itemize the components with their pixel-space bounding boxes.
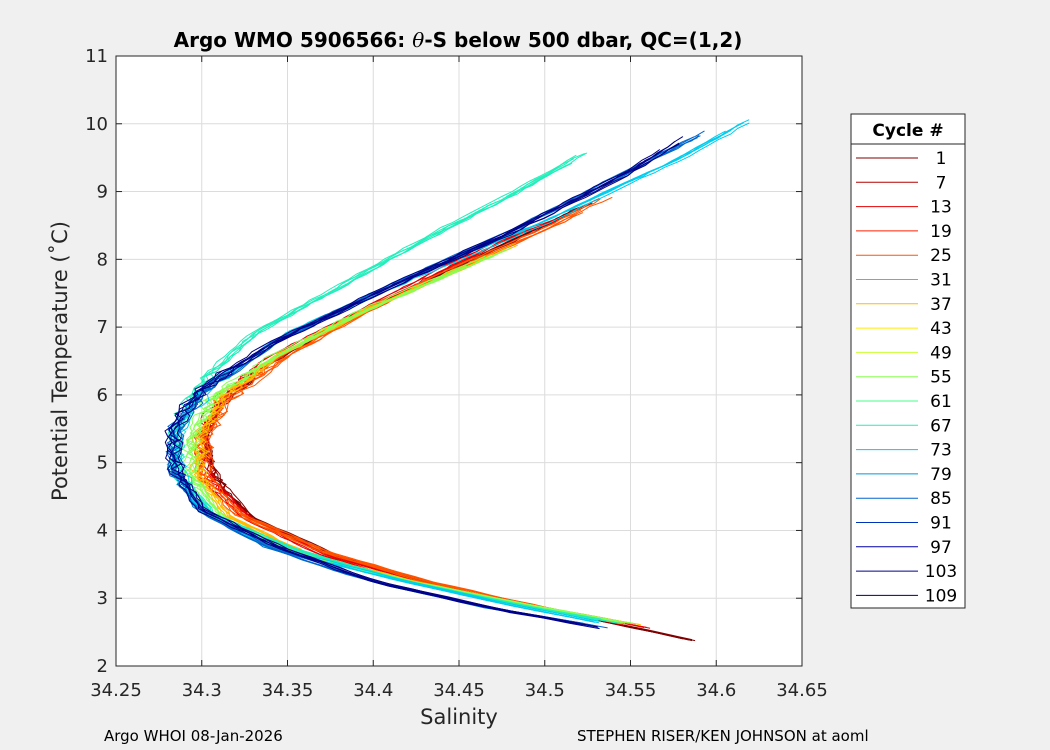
profile-line: [196, 218, 622, 625]
profile-line: [172, 143, 680, 624]
legend-label: 31: [930, 271, 952, 291]
y-tick-label: 5: [97, 453, 108, 474]
legend-label: 13: [930, 198, 952, 218]
y-tick-label: 3: [97, 588, 108, 609]
legend-label: 85: [930, 489, 952, 509]
profile-line: [194, 209, 606, 621]
footer-right: STEPHEN RISER/KEN JOHNSON at aoml: [577, 727, 869, 745]
profile-line: [164, 149, 661, 630]
x-tick-label: 34.55: [605, 680, 657, 701]
y-tick-label: 6: [97, 385, 108, 406]
legend-label: 103: [925, 562, 957, 582]
data-lines: [164, 119, 750, 642]
x-tick-label: 34.3: [182, 680, 222, 701]
legend-label: 61: [930, 392, 952, 412]
x-axis-label: Salinity: [420, 705, 498, 729]
y-tick-label: 7: [97, 317, 108, 338]
chart-title-prefix: Argo WMO 5906566:: [174, 28, 413, 52]
legend-label: 79: [930, 465, 952, 485]
legend-label: 43: [930, 319, 952, 339]
x-tick-label: 34.5: [525, 680, 565, 701]
chart-title: Argo WMO 5906566: θ-S below 500 dbar, QC…: [174, 28, 743, 52]
legend-label: 25: [930, 246, 952, 266]
legend-label: 1: [936, 149, 947, 169]
x-tick-label: 34.65: [776, 680, 828, 701]
legend-label: 67: [930, 416, 952, 436]
y-axis-label: Potential Temperature (˚C): [48, 221, 72, 501]
x-tick-label: 34.45: [433, 680, 485, 701]
x-tick-label: 34.4: [353, 680, 393, 701]
legend-label: 37: [930, 295, 952, 315]
x-tick-label: 34.25: [90, 680, 142, 701]
y-tick-label: 2: [97, 656, 108, 677]
legend-label: 109: [925, 586, 957, 606]
legend-label: 97: [930, 538, 952, 558]
legend-label: 91: [930, 514, 952, 534]
legend-entries: 1 7 13 19 25 31 37 43 49 55 61 67 73 79 85 91 97 103 109: [856, 149, 957, 606]
legend-label: 19: [930, 222, 952, 242]
grid: [116, 56, 802, 666]
legend-label: 73: [930, 441, 952, 461]
y-tick-label: 8: [97, 249, 108, 270]
footer-left: Argo WHOI 08-Jan-2026: [104, 727, 283, 745]
legend-label: 55: [930, 368, 952, 388]
legend-box: [850, 113, 966, 609]
profile-line: [164, 136, 684, 628]
profile-line: [179, 255, 626, 624]
x-tick-label: 34.6: [696, 680, 736, 701]
chart-title-suffix: -S below 500 dbar, QC=(1,2): [424, 28, 742, 52]
y-tick-label: 4: [97, 520, 108, 541]
y-tick-label: 9: [97, 182, 108, 203]
axis-ticks: 34.25 34.3 34.35 34.4 34.45 34.5 34.55 34.6 34.6…: [85, 46, 828, 701]
chart-title-theta: θ: [412, 28, 424, 52]
x-tick-label: 34.35: [262, 680, 314, 701]
legend: Cycle # 1 7 13 19 25 31 37 43 49 55 61 67 73 79 85 91 97…: [850, 113, 966, 609]
y-tick-label: 11: [85, 46, 108, 67]
legend-label: 49: [930, 343, 952, 363]
legend-label: 7: [936, 173, 947, 193]
legend-title: Cycle #: [872, 121, 943, 141]
y-tick-label: 10: [85, 114, 108, 135]
